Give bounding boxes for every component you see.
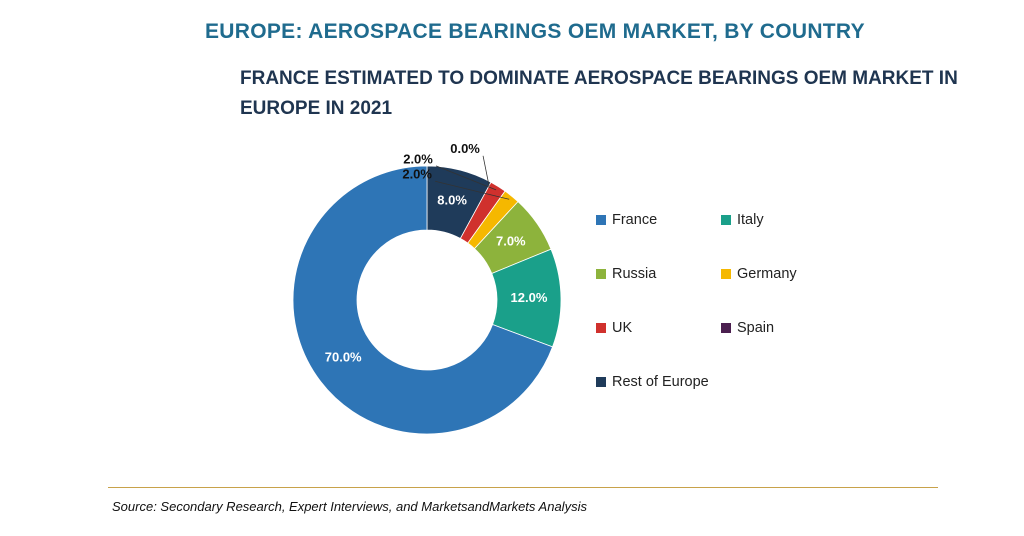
legend-label-spain: Spain bbox=[737, 320, 775, 336]
data-label-germany: 2.0% bbox=[402, 167, 432, 182]
legend-label-russia: Russia bbox=[612, 266, 657, 282]
legend-label-rest-of-europe: Rest of Europe bbox=[612, 374, 709, 390]
data-label-russia: 7.0% bbox=[496, 233, 526, 248]
legend-swatch-italy bbox=[721, 215, 731, 225]
leader-line-germany bbox=[435, 180, 510, 200]
legend-swatch-rest-of-europe bbox=[596, 377, 606, 387]
legend-item-spain: Spain bbox=[721, 320, 774, 336]
data-label-france: 70.0% bbox=[325, 350, 362, 365]
chart-subtitle: FRANCE ESTIMATED TO DOMINATE AEROSPACE B… bbox=[240, 64, 958, 124]
legend-label-uk: UK bbox=[612, 320, 633, 336]
chart-title: EUROPE: AEROSPACE BEARINGS OEM MARKET, B… bbox=[205, 20, 865, 43]
legend-label-italy: Italy bbox=[737, 212, 764, 228]
legend-swatch-france bbox=[596, 215, 606, 225]
legend-item-uk: UK bbox=[596, 320, 632, 336]
data-label-spain: 0.0% bbox=[450, 141, 480, 156]
data-label-rest-of-europe: 8.0% bbox=[437, 193, 467, 208]
legend-item-germany: Germany bbox=[721, 266, 797, 282]
data-label-italy: 12.0% bbox=[511, 290, 548, 305]
subtitle-line-2: EUROPE IN 2021 bbox=[240, 98, 393, 119]
legend-swatch-germany bbox=[721, 269, 731, 279]
data-label-uk: 2.0% bbox=[403, 151, 433, 166]
legend-swatch-uk bbox=[596, 323, 606, 333]
legend-item-russia: Russia bbox=[596, 266, 656, 282]
subtitle-line-1: FRANCE ESTIMATED TO DOMINATE AEROSPACE B… bbox=[240, 68, 958, 89]
legend-item-rest-of-europe: Rest of Europe bbox=[596, 374, 709, 390]
slice-france bbox=[292, 165, 554, 435]
source-note: Source: Secondary Research, Expert Inter… bbox=[112, 499, 587, 514]
leader-line-uk bbox=[435, 165, 497, 191]
legend-label-france: France bbox=[612, 212, 658, 228]
source-divider bbox=[108, 487, 938, 488]
leader-line-spain bbox=[482, 155, 490, 186]
legend-item-italy: Italy bbox=[721, 212, 764, 228]
legend-swatch-spain bbox=[721, 323, 731, 333]
legend-label-germany: Germany bbox=[737, 266, 797, 282]
legend-swatch-russia bbox=[596, 269, 606, 279]
legend-item-france: France bbox=[596, 212, 657, 228]
